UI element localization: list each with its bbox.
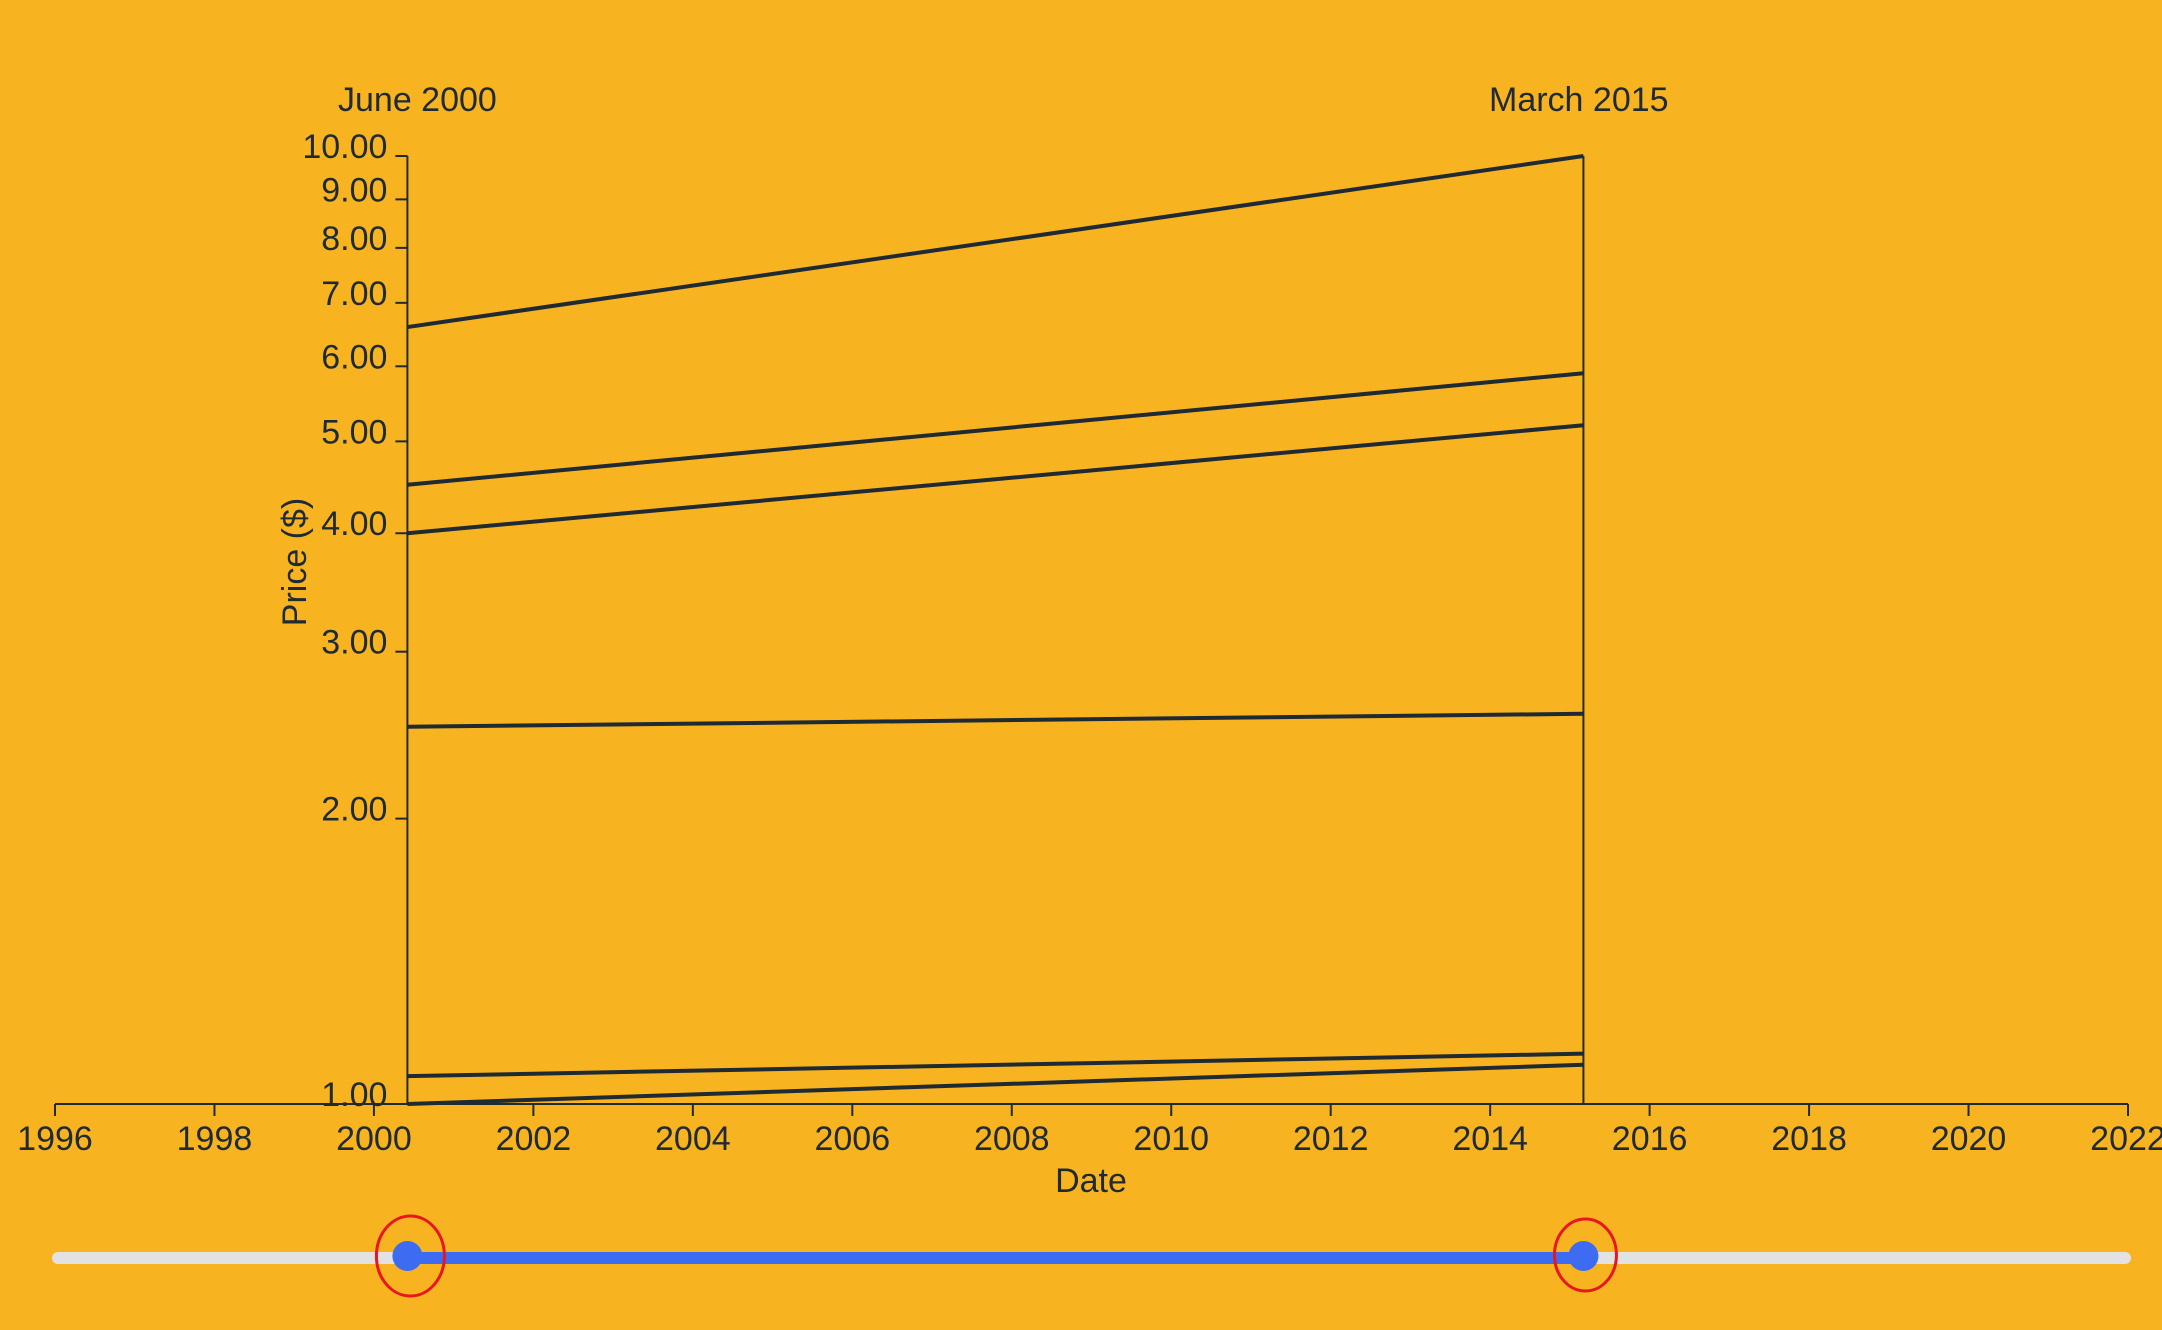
series-line-5 — [407, 1051, 1584, 1079]
start-handle-highlight — [374, 1214, 446, 1298]
x-tick-label: 1996 — [17, 1120, 93, 1158]
y-tick-label: 7.00 — [321, 275, 387, 313]
x-tick-label: 2018 — [1771, 1120, 1847, 1158]
labels-layer: June 2000 March 2015 Date Price ($) — [276, 81, 1669, 1200]
series-layer — [407, 154, 1584, 1106]
x-tick-label: 2020 — [1931, 1120, 2007, 1158]
y-tick-label: 9.00 — [321, 171, 387, 209]
y-tick-label: 10.00 — [302, 128, 387, 166]
x-tick-label: 2012 — [1293, 1120, 1369, 1158]
axes-layer: 1996 1998 2000 2002 2004 2006 2008 2010 2012 2014… — [17, 128, 2162, 1158]
x-tick-label: 2008 — [974, 1120, 1050, 1158]
x-tick-label: 2022 — [2090, 1120, 2162, 1158]
x-tick-label: 1998 — [177, 1120, 253, 1158]
y-tick-label: 3.00 — [321, 624, 387, 662]
y-tick-label: 8.00 — [321, 220, 387, 258]
x-tick-label: 2010 — [1133, 1120, 1209, 1158]
date-range-slider[interactable] — [52, 1214, 2131, 1298]
y-tick-label: 1.00 — [321, 1076, 387, 1114]
y-tick-label: 4.00 — [321, 505, 387, 543]
slider-end-handle[interactable] — [1568, 1241, 1599, 1271]
end-handle-highlight — [1552, 1217, 1618, 1293]
y-axis-title: Price ($) — [276, 498, 314, 626]
y-tick-label: 6.00 — [321, 338, 387, 376]
x-tick-label: 2004 — [655, 1120, 731, 1158]
series-line-1 — [407, 154, 1584, 330]
y-tick-label: 2.00 — [321, 791, 387, 829]
x-tick-label: 2016 — [1612, 1120, 1688, 1158]
series-line-6 — [407, 1062, 1584, 1106]
range-end-label: March 2015 — [1489, 81, 1669, 119]
x-tick-label: 2002 — [496, 1120, 572, 1158]
x-tick-label: 2000 — [336, 1120, 412, 1158]
x-tick-label: 2014 — [1452, 1120, 1528, 1158]
y-tick-label: 5.00 — [321, 413, 387, 451]
slider-start-handle[interactable] — [392, 1241, 423, 1271]
series-line-2 — [407, 371, 1584, 487]
range-start-label: June 2000 — [338, 81, 497, 119]
x-axis-title: Date — [1055, 1162, 1127, 1200]
series-line-3 — [407, 423, 1584, 536]
x-tick-label: 2006 — [814, 1120, 890, 1158]
series-line-4 — [407, 711, 1584, 729]
